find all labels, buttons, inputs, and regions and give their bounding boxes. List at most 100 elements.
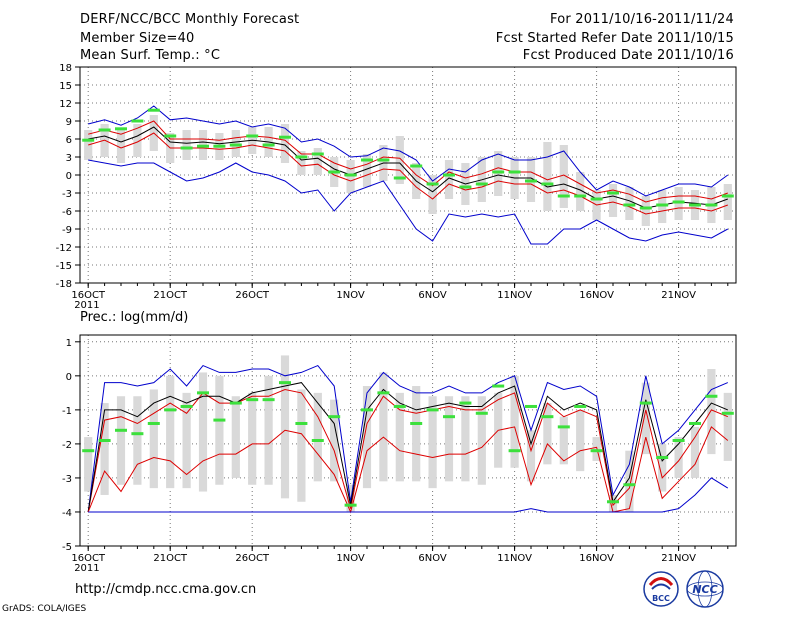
x-tick-label: 21NOV — [661, 290, 696, 301]
ensemble-box — [444, 396, 454, 482]
ensemble-box — [362, 386, 372, 489]
x-tick-label: 6NOV — [418, 290, 447, 301]
ensemble-box — [674, 437, 683, 478]
ensemble-box — [100, 403, 109, 495]
ensemble-box — [297, 389, 306, 502]
series-line-upper — [88, 120, 728, 203]
ncc-logo-text: NCC — [692, 583, 717, 596]
y-tick-label: -3 — [62, 189, 72, 200]
ncc-logo: NCC — [686, 570, 724, 608]
ensemble-box — [576, 172, 585, 211]
ensemble-box — [444, 160, 454, 199]
ensemble-box — [248, 392, 257, 485]
plot-frame — [79, 334, 737, 547]
x-tick-label: 16NOV — [579, 553, 614, 564]
ensemble-box — [559, 416, 568, 465]
ensemble-box — [313, 148, 322, 175]
ensemble-box — [412, 386, 421, 482]
ensemble-box — [198, 372, 208, 492]
forecast-produced-date: Fcst Produced Date 2011/10/16 — [522, 48, 734, 63]
ensemble-box — [707, 369, 716, 455]
ensemble-box — [313, 392, 322, 482]
bcc-logo: BCC — [643, 571, 679, 607]
ensemble-box — [231, 396, 240, 478]
ensemble-box — [428, 175, 437, 214]
member-size: Member Size=40 — [80, 31, 195, 46]
ensemble-box — [723, 392, 732, 461]
x-tick-label: 26OCT — [235, 553, 270, 564]
x-tick-label: 21NOV — [661, 553, 696, 564]
ensemble-box — [543, 403, 552, 465]
bcc-logo-text: BCC — [652, 594, 670, 603]
x-tick-label: 16NOV — [579, 290, 614, 301]
ensemble-box — [379, 372, 388, 482]
ensemble-box — [116, 396, 126, 485]
x-tick-label: 2011 — [74, 563, 99, 574]
panel-title-precipitation: Prec.: log(mm/d) — [80, 310, 189, 325]
ensemble-box — [395, 136, 404, 184]
y-tick-label: 0 — [66, 372, 72, 383]
y-tick-label: -6 — [62, 207, 72, 218]
ensemble-box — [608, 184, 618, 217]
x-tick-label: 11NOV — [497, 290, 532, 301]
ensemble-box — [641, 382, 650, 455]
y-tick-label: -3 — [62, 474, 72, 485]
y-tick-label: -4 — [62, 508, 72, 519]
y-tick-label: 1 — [66, 338, 72, 349]
ensemble-box — [166, 375, 175, 489]
ensemble-box — [133, 396, 142, 485]
y-tick-label: -5 — [62, 542, 72, 553]
ensemble-box — [428, 396, 437, 489]
y-tick-label: 0 — [66, 171, 72, 182]
ensemble-box — [330, 399, 339, 482]
grads-credit: GrADS: COLA/IGES — [2, 604, 87, 614]
ensemble-box — [280, 355, 290, 499]
x-tick-label: 1NOV — [336, 290, 365, 301]
series-line-mean — [87, 382, 728, 513]
ensemble-box — [477, 396, 486, 485]
y-tick-label: 12 — [59, 99, 72, 110]
ensemble-box — [641, 196, 650, 226]
ensemble-box — [362, 154, 372, 187]
y-tick-label: -15 — [56, 261, 72, 272]
ensemble-box — [84, 437, 93, 492]
ensemble-box — [625, 450, 634, 512]
ensemble-box — [133, 124, 142, 157]
ensemble-box — [297, 151, 306, 175]
y-tick-label: -9 — [62, 225, 72, 236]
ensemble-box — [116, 130, 126, 163]
y-tick-label: -1 — [62, 406, 72, 417]
x-tick-label: 26OCT — [235, 290, 270, 301]
ensemble-box — [723, 184, 732, 220]
figure-title: DERF/NCC/BCC Monthly Forecast — [80, 12, 300, 27]
ensemble-box — [280, 124, 290, 163]
panel-title-temperature: Mean Surf. Temp.: °C — [80, 48, 221, 63]
series-line-mean — [88, 126, 728, 209]
ensemble-box — [149, 389, 158, 489]
series-line-lower — [87, 426, 729, 514]
x-tick-label: 6NOV — [418, 553, 447, 564]
ensemble-box — [264, 375, 273, 485]
y-tick-label: 3 — [66, 153, 72, 164]
ensemble-box — [690, 426, 700, 478]
x-tick-label: 16OCT — [71, 290, 106, 301]
forecast-start-date: Fcst Started Refer Date 2011/10/15 — [495, 31, 734, 46]
x-tick-label: 16OCT — [71, 553, 106, 564]
x-tick-label: 21OCT — [153, 553, 188, 564]
forecast-period: For 2011/10/16-2011/11/24 — [550, 12, 734, 27]
series-line-min — [88, 477, 729, 513]
source-url[interactable]: http://cmdp.ncc.cma.gov.cn — [75, 582, 257, 597]
ensemble-box — [526, 430, 536, 482]
y-tick-label: -18 — [56, 279, 72, 290]
y-tick-label: -2 — [62, 440, 72, 451]
ensemble-box — [395, 392, 404, 482]
ensemble-box — [543, 142, 552, 211]
series-line-upper — [87, 388, 728, 513]
series-line-max — [88, 105, 729, 197]
y-tick-label: -12 — [56, 243, 72, 254]
series-line-min — [88, 159, 729, 245]
y-tick-label: 6 — [66, 135, 72, 146]
y-tick-label: 15 — [59, 81, 72, 92]
